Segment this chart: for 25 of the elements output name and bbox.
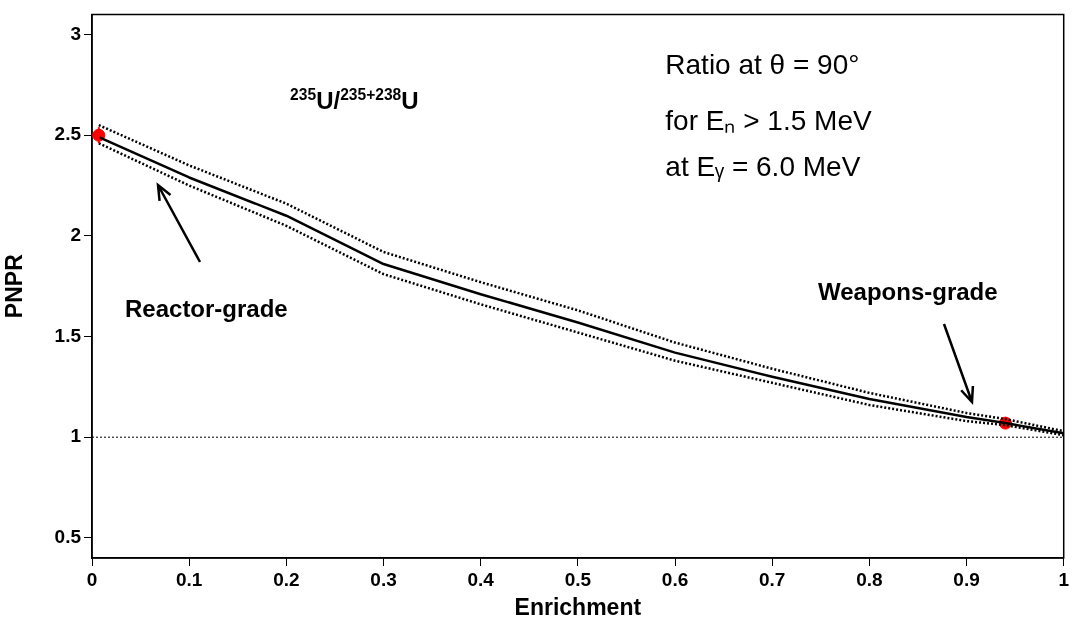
annotation: Ratio at θ = 90° [665, 49, 860, 82]
y-tick-label: 0.5 [54, 526, 82, 548]
x-tick-label: 0.6 [661, 568, 689, 590]
x-tick-label: 0 [86, 568, 98, 590]
x-tick-label: 0.9 [953, 568, 980, 590]
annotation: for Eₙ > 1.5 MeV [665, 104, 872, 139]
x-tick-label: 0.3 [370, 568, 397, 590]
x-tick-label: 0.1 [175, 568, 203, 590]
x-tick-label: 0.2 [273, 568, 300, 590]
x-tick-label: 0.7 [758, 568, 786, 590]
y-tick-label: 1.5 [54, 324, 82, 346]
x-tick-label: 0.8 [856, 568, 883, 590]
y-tick-label: 2 [70, 224, 81, 246]
y-tick-label: 2.5 [54, 123, 82, 145]
y-tick-label: 3 [70, 22, 81, 44]
annotation: at Eᵧ = 6.0 MeV [665, 151, 861, 184]
x-tick-label: 0.4 [467, 568, 495, 590]
annotation: Weapons-grade [818, 278, 998, 306]
x-tick-label: 1 [1058, 568, 1070, 590]
y-axis-title: PNPR [1, 253, 28, 319]
annotation: $^{235}$U/$^{235+238}$U [290, 86, 419, 116]
y-tick-label: 1 [70, 425, 82, 447]
x-axis-title: Enrichment [514, 593, 642, 620]
x-tick-label: 0.5 [564, 568, 592, 590]
annotation: Reactor-grade [125, 295, 288, 323]
